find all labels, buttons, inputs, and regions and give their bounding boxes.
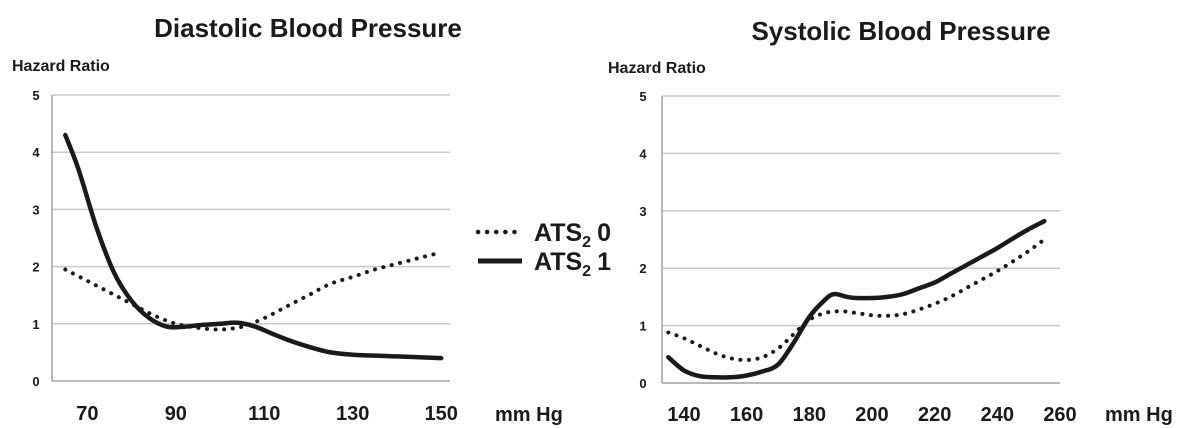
legend: ATS2 0 ATS2 1 bbox=[475, 219, 611, 280]
systolic-series bbox=[666, 218, 1047, 380]
legend-1-sub: 2 bbox=[582, 263, 591, 280]
systolic-series-ats2-0-line bbox=[666, 237, 1047, 363]
diastolic-ytick-label: 4 bbox=[32, 145, 40, 160]
diastolic-yticks: 0 1 2 3 4 5 bbox=[32, 88, 40, 389]
systolic-xtick-label: 180 bbox=[793, 404, 826, 426]
systolic-ytick-label: 0 bbox=[639, 376, 646, 391]
systolic-ytick-label: 1 bbox=[639, 319, 646, 334]
systolic-ytick-label: 2 bbox=[639, 261, 646, 276]
legend-label-ats2-0: ATS2 0 bbox=[534, 219, 611, 251]
systolic-xtick-label: 140 bbox=[667, 404, 700, 426]
legend-item-ats2-1: ATS2 1 bbox=[478, 248, 611, 280]
systolic-xtick-label: 240 bbox=[981, 404, 1014, 426]
diastolic-xtick-label: 110 bbox=[248, 403, 280, 425]
diastolic-xunit: mm Hg bbox=[495, 404, 563, 426]
diastolic-xtick-label: 150 bbox=[424, 403, 457, 425]
diastolic-ylabel: Hazard Ratio bbox=[12, 58, 110, 75]
legend-1-base: ATS bbox=[534, 248, 582, 276]
diastolic-ytick-label: 1 bbox=[32, 317, 39, 332]
systolic-xticks: 140 160 180 200 220 240 260 bbox=[667, 404, 1076, 426]
diastolic-title: Diastolic Blood Pressure bbox=[154, 13, 462, 43]
legend-0-sub: 2 bbox=[582, 234, 591, 251]
diastolic-panel: Diastolic Blood Pressure Hazard Ratio 0 1… bbox=[12, 13, 563, 426]
systolic-xtick-label: 260 bbox=[1043, 404, 1076, 426]
systolic-grid bbox=[661, 95, 1060, 384]
systolic-xtick-label: 160 bbox=[730, 404, 763, 426]
legend-1-value: 1 bbox=[597, 248, 611, 276]
diastolic-xtick-label: 90 bbox=[165, 403, 187, 425]
diastolic-series-ats2-0-line bbox=[63, 250, 444, 332]
diastolic-ytick-label: 5 bbox=[32, 88, 39, 103]
systolic-ytick-label: 4 bbox=[639, 146, 647, 161]
legend-0-value: 0 bbox=[597, 219, 611, 247]
systolic-panel: Systolic Blood Pressure Hazard Ratio 0 1 2… bbox=[608, 16, 1173, 426]
legend-label-ats2-1: ATS2 1 bbox=[534, 248, 611, 280]
diastolic-series-ats2-1-line bbox=[63, 132, 444, 361]
legend-item-ats2-0: ATS2 0 bbox=[475, 219, 611, 251]
systolic-title: Systolic Blood Pressure bbox=[751, 16, 1050, 46]
systolic-xtick-label: 220 bbox=[918, 404, 951, 426]
diastolic-grid bbox=[51, 94, 450, 382]
diastolic-xticks: 70 90 110 130 150 bbox=[76, 403, 458, 425]
systolic-xunit: mm Hg bbox=[1105, 404, 1173, 426]
diastolic-ytick-label: 2 bbox=[32, 260, 39, 275]
diastolic-series bbox=[63, 132, 444, 361]
systolic-xtick-label: 200 bbox=[855, 404, 888, 426]
systolic-ytick-label: 3 bbox=[639, 204, 646, 219]
diastolic-xtick-label: 130 bbox=[336, 403, 369, 425]
legend-0-base: ATS bbox=[534, 219, 582, 247]
systolic-ytick-label: 5 bbox=[639, 89, 646, 104]
systolic-ylabel: Hazard Ratio bbox=[608, 60, 706, 77]
systolic-series-ats2-1-line bbox=[666, 218, 1047, 380]
diastolic-ytick-label: 3 bbox=[32, 202, 39, 217]
diastolic-ytick-label: 0 bbox=[32, 374, 39, 389]
diastolic-xtick-label: 70 bbox=[76, 403, 98, 425]
systolic-yticks: 0 1 2 3 4 5 bbox=[639, 89, 647, 391]
